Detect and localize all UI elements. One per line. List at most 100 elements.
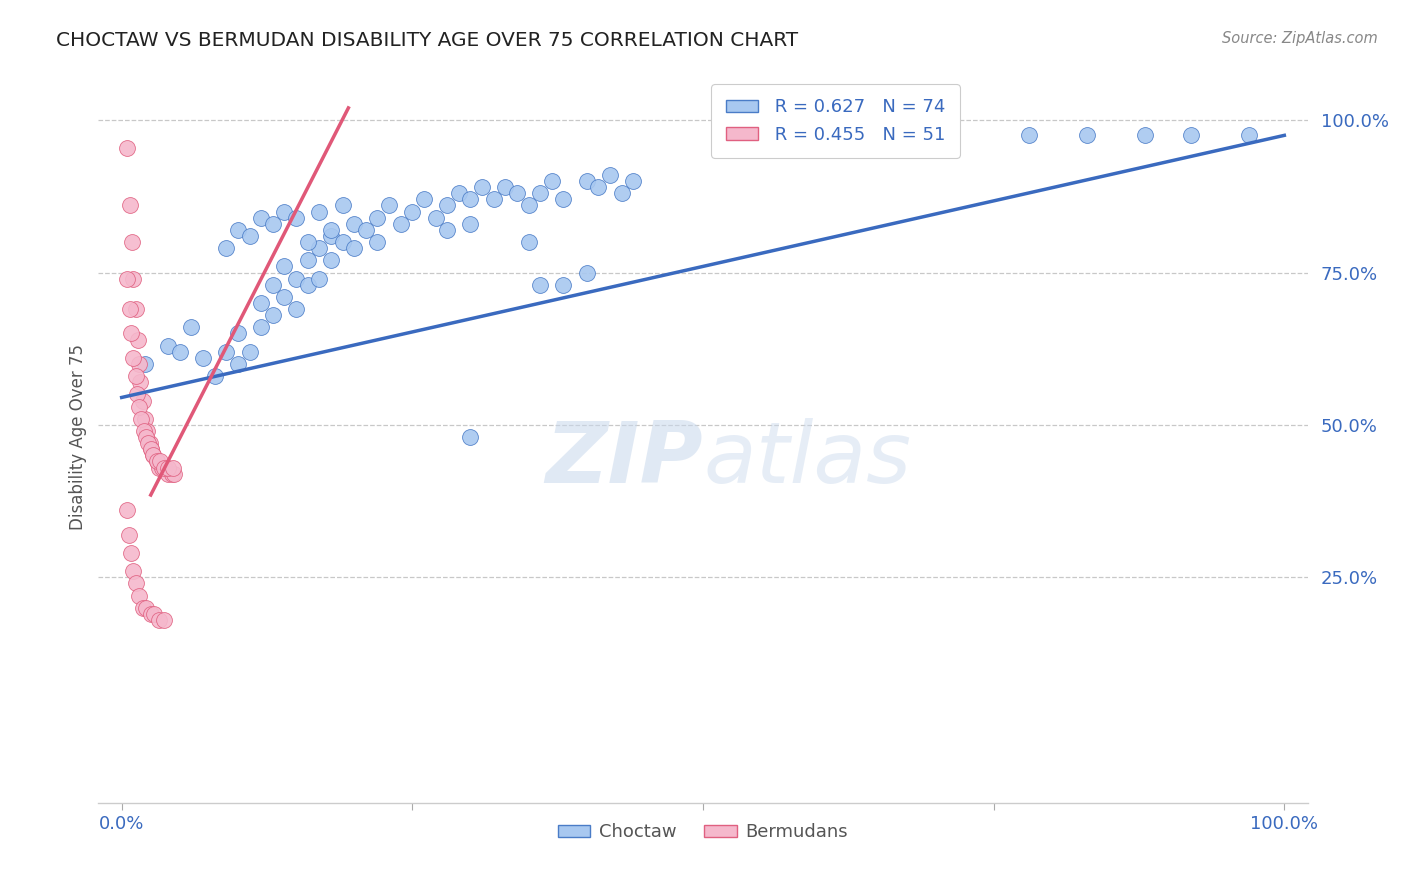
Point [120, 546, 142, 560]
Point [117, 140, 139, 154]
Point [273, 260, 295, 274]
Point [506, 186, 529, 201]
Point [148, 613, 170, 627]
Point [124, 576, 146, 591]
Point [124, 301, 146, 317]
Point [215, 241, 238, 255]
Point [135, 430, 157, 444]
Point [517, 198, 540, 212]
Point [215, 344, 238, 359]
Point [297, 277, 319, 292]
Point [610, 186, 633, 201]
Point [134, 357, 156, 371]
Point [319, 253, 342, 268]
Point [138, 436, 160, 450]
Point [239, 228, 262, 243]
Point [285, 211, 308, 225]
Point [160, 467, 183, 481]
Point [143, 607, 166, 621]
Point [297, 235, 319, 249]
Point [128, 400, 150, 414]
Point [132, 424, 155, 438]
Point [122, 564, 145, 578]
Point [226, 223, 249, 237]
Point [157, 339, 180, 353]
Point [575, 266, 598, 280]
Point [471, 180, 494, 194]
Point [131, 412, 153, 426]
Point [180, 320, 202, 334]
Point [124, 369, 146, 384]
Point [145, 454, 167, 468]
Point [460, 217, 482, 231]
Point [332, 198, 354, 212]
Point [163, 467, 186, 481]
Point [273, 204, 295, 219]
Legend: Choctaw, Bermudans: Choctaw, Bermudans [551, 816, 855, 848]
Point [152, 613, 174, 627]
Point [436, 198, 458, 212]
Point [120, 326, 142, 341]
Point [447, 186, 470, 201]
Point [588, 180, 610, 194]
Point [332, 235, 354, 249]
Point [117, 271, 139, 285]
Point [354, 223, 377, 237]
Point [135, 600, 157, 615]
Text: ZIP: ZIP [546, 417, 703, 500]
Point [343, 241, 366, 255]
Point [122, 351, 145, 365]
Point [494, 180, 516, 194]
Point [273, 290, 295, 304]
Point [149, 454, 172, 468]
Text: atlas: atlas [703, 417, 911, 500]
Point [1076, 128, 1098, 143]
Point [125, 387, 148, 401]
Point [285, 301, 308, 317]
Point [308, 271, 330, 285]
Point [118, 527, 141, 541]
Text: Source: ZipAtlas.com: Source: ZipAtlas.com [1222, 31, 1378, 46]
Point [157, 460, 180, 475]
Point [285, 271, 308, 285]
Point [128, 357, 150, 371]
Point [157, 467, 180, 481]
Point [138, 436, 160, 450]
Point [599, 168, 621, 182]
Point [127, 333, 149, 347]
Point [145, 454, 167, 468]
Point [139, 442, 162, 457]
Point [308, 204, 330, 219]
Point [169, 344, 191, 359]
Point [401, 204, 423, 219]
Point [529, 186, 551, 201]
Point [553, 193, 575, 207]
Point [226, 326, 249, 341]
Point [1018, 128, 1040, 143]
Point [262, 308, 284, 322]
Point [389, 217, 412, 231]
Point [142, 448, 165, 462]
Point [413, 193, 436, 207]
Point [262, 217, 284, 231]
Point [460, 193, 482, 207]
Point [460, 430, 482, 444]
Point [319, 223, 342, 237]
Point [262, 277, 284, 292]
Point [425, 211, 447, 225]
Point [139, 442, 162, 457]
Point [575, 174, 598, 188]
Point [131, 600, 153, 615]
Y-axis label: Disability Age Over 75: Disability Age Over 75 [69, 344, 87, 530]
Point [308, 241, 330, 255]
Point [129, 376, 152, 390]
Point [250, 211, 273, 225]
Point [121, 235, 143, 249]
Text: CHOCTAW VS BERMUDAN DISABILITY AGE OVER 75 CORRELATION CHART: CHOCTAW VS BERMUDAN DISABILITY AGE OVER … [56, 31, 799, 50]
Point [482, 193, 505, 207]
Point [139, 607, 162, 621]
Point [250, 296, 273, 310]
Point [319, 228, 342, 243]
Point [148, 460, 170, 475]
Point [122, 271, 145, 285]
